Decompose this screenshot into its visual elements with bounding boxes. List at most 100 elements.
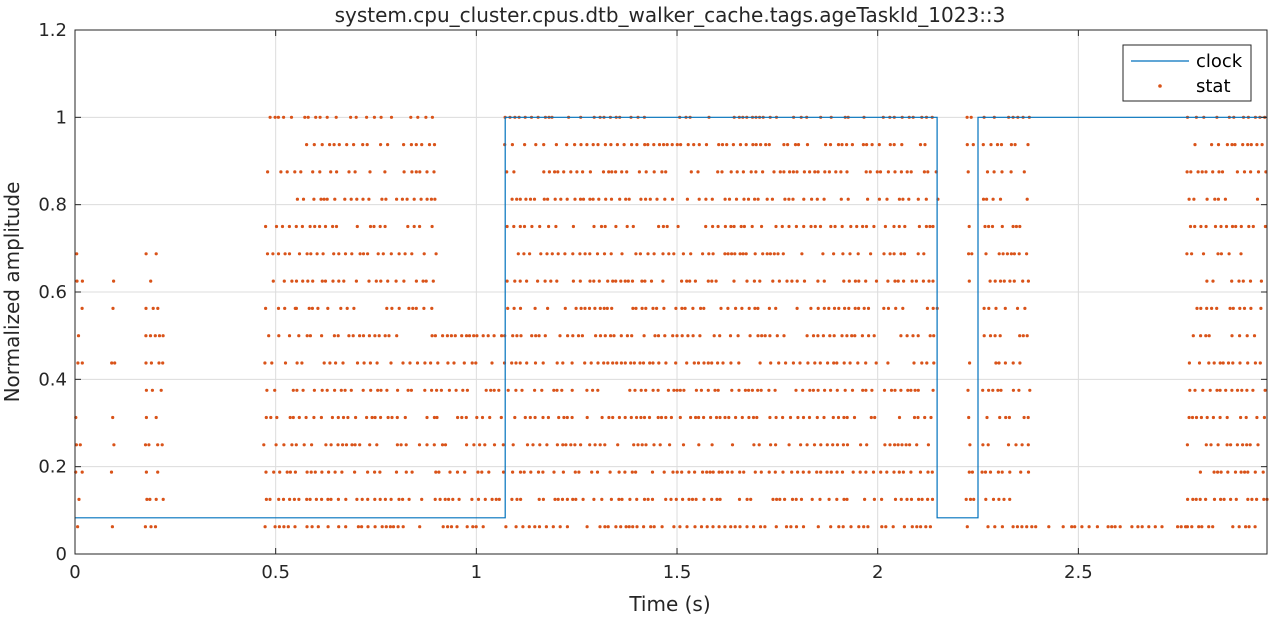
stat-point [1224, 224, 1229, 229]
stat-point [1215, 306, 1219, 310]
stat-point [904, 443, 908, 447]
stat-point [1251, 388, 1255, 392]
stat-point [860, 334, 865, 338]
stat-point [909, 470, 913, 474]
stat-point [499, 415, 503, 420]
stat-point [345, 306, 349, 310]
stat-point [835, 470, 839, 474]
stat-point [532, 197, 537, 201]
stat-point [564, 443, 568, 447]
stat-point [379, 388, 383, 392]
stat-point [347, 334, 351, 338]
stat-point [630, 279, 635, 283]
stat-point [1235, 170, 1239, 174]
stat-point [644, 388, 648, 392]
stat-point [1256, 170, 1261, 174]
stat-point [403, 415, 407, 420]
stat-point [774, 306, 778, 310]
stat-point [518, 224, 522, 229]
stat-point [655, 197, 659, 201]
stat-point [795, 170, 799, 174]
stat-point [1034, 525, 1038, 529]
stat-point [916, 388, 920, 392]
stat-point [864, 388, 868, 392]
stat-point [967, 279, 971, 283]
stat-point [439, 388, 443, 392]
stat-point [893, 443, 897, 447]
stat-point [723, 197, 727, 201]
stat-point [884, 525, 888, 529]
stat-point [423, 361, 427, 365]
stat-point [433, 334, 437, 338]
stat-point [1194, 415, 1199, 420]
stat-point [76, 361, 80, 365]
stat-point [676, 224, 680, 229]
stat-point [1260, 143, 1264, 147]
stat-point [271, 252, 275, 256]
stat-point [1007, 415, 1012, 420]
stat-point [853, 334, 857, 338]
stat-point [1136, 525, 1140, 529]
stat-point [1199, 415, 1203, 420]
stat-point [759, 470, 763, 474]
stat-point [603, 443, 607, 447]
stat-point [635, 143, 639, 147]
stat-point [920, 361, 924, 365]
stat-point [760, 224, 764, 229]
stat-point [1026, 470, 1031, 474]
stat-point [1259, 306, 1263, 310]
stat-point [601, 170, 606, 174]
stat-point [1201, 388, 1205, 392]
stat-point [153, 525, 158, 529]
stat-point [664, 170, 668, 174]
stat-point [696, 170, 700, 174]
stat-point [622, 143, 626, 147]
stat-point [901, 197, 905, 201]
stat-point [879, 470, 883, 474]
stat-point [353, 443, 357, 447]
stat-point [1230, 279, 1234, 283]
stat-point [412, 224, 416, 229]
stat-point [985, 197, 989, 201]
stat-point [341, 415, 346, 420]
stat-point [781, 252, 785, 256]
stat-point [816, 334, 820, 338]
stat-point [353, 470, 357, 474]
stat-point [339, 388, 343, 392]
stat-point [791, 197, 795, 201]
stat-point [305, 252, 309, 256]
stat-point [1227, 252, 1231, 256]
stat-point [1001, 252, 1005, 256]
stat-point [1023, 306, 1027, 310]
stat-point [784, 361, 788, 365]
stat-point [559, 197, 563, 201]
stat-point [840, 143, 844, 147]
stat-point [579, 443, 583, 447]
stat-point [395, 197, 399, 201]
stat-point [573, 143, 577, 147]
stat-point [661, 224, 666, 229]
stat-point [396, 525, 400, 529]
stat-point [1025, 525, 1029, 529]
stat-point [110, 525, 114, 529]
stat-point [537, 525, 542, 529]
stat-point [1259, 279, 1263, 283]
stat-point [1261, 470, 1265, 474]
stat-point [982, 334, 986, 338]
stat-point [905, 497, 909, 501]
stat-point [285, 470, 289, 474]
stat-point [476, 497, 481, 501]
stat-point [337, 252, 341, 256]
stat-point [462, 361, 466, 365]
stat-point [456, 415, 460, 420]
stat-point [1250, 497, 1254, 501]
stat-point [840, 224, 844, 229]
stat-point [767, 306, 772, 310]
stat-point [75, 279, 79, 283]
stat-point [1190, 415, 1195, 420]
stat-point [859, 443, 863, 447]
stat-point [916, 197, 920, 201]
stat-point [160, 443, 164, 447]
stat-point [772, 170, 776, 174]
stat-point [366, 252, 370, 256]
